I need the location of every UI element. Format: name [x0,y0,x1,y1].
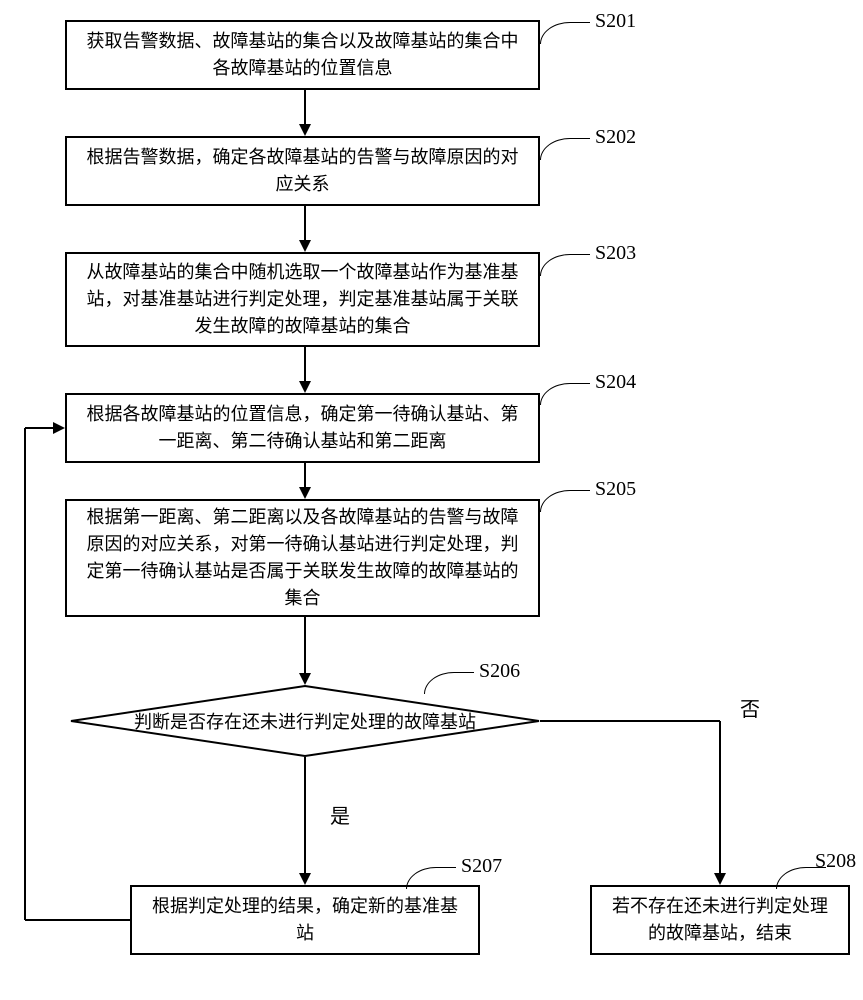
node-s208: 若不存在还未进行判定处理的故障基站，结束 [590,885,850,955]
node-s203-text: 从故障基站的集合中随机选取一个故障基站作为基准基站，对基准基站进行判定处理，判定… [79,259,526,340]
leader-s201 [540,22,590,44]
node-s207-text: 根据判定处理的结果，确定新的基准基站 [144,893,466,947]
leader-s202 [540,138,590,160]
arrow-s206-s208 [540,711,740,891]
node-s201-text: 获取告警数据、故障基站的集合以及故障基站的集合中各故障基站的位置信息 [79,28,526,82]
node-s203: 从故障基站的集合中随机选取一个故障基站作为基准基站，对基准基站进行判定处理，判定… [65,252,540,347]
node-s206: 判断是否存在还未进行判定处理的故障基站 [70,685,540,757]
label-s208: S208 [815,850,856,873]
leader-s207 [406,867,456,889]
node-s208-text: 若不存在还未进行判定处理的故障基站，结束 [604,893,836,947]
node-s201: 获取告警数据、故障基站的集合以及故障基站的集合中各故障基站的位置信息 [65,20,540,90]
node-s207: 根据判定处理的结果，确定新的基准基站 [130,885,480,955]
leader-s203 [540,254,590,276]
edge-label-yes: 是 [330,800,350,829]
label-s203: S203 [595,242,636,265]
arrow-s202-s203 [295,206,315,252]
arrow-s203-s204 [295,347,315,393]
leader-s204 [540,383,590,405]
node-s204-text: 根据各故障基站的位置信息，确定第一待确认基站、第一距离、第二待确认基站和第二距离 [79,401,526,455]
label-s201: S201 [595,10,636,33]
label-s202: S202 [595,126,636,149]
arrow-s201-s202 [295,90,315,136]
arrow-s205-s206 [295,617,315,685]
label-s205: S205 [595,478,636,501]
arrow-s206-s207 [295,757,315,885]
node-s206-text: 判断是否存在还未进行判定处理的故障基站 [134,708,476,734]
label-s207: S207 [461,855,502,878]
arrow-s204-s205 [295,463,315,499]
leader-s205 [540,490,590,512]
arrow-s207-s204-loop [10,418,140,928]
node-s202: 根据告警数据，确定各故障基站的告警与故障原因的对应关系 [65,136,540,206]
node-s205-text: 根据第一距离、第二距离以及各故障基站的告警与故障原因的对应关系，对第一待确认基站… [79,504,526,612]
edge-label-no: 否 [740,693,760,722]
label-s204: S204 [595,371,636,394]
leader-s206 [424,672,474,694]
label-s206: S206 [479,660,520,683]
node-s202-text: 根据告警数据，确定各故障基站的告警与故障原因的对应关系 [79,144,526,198]
